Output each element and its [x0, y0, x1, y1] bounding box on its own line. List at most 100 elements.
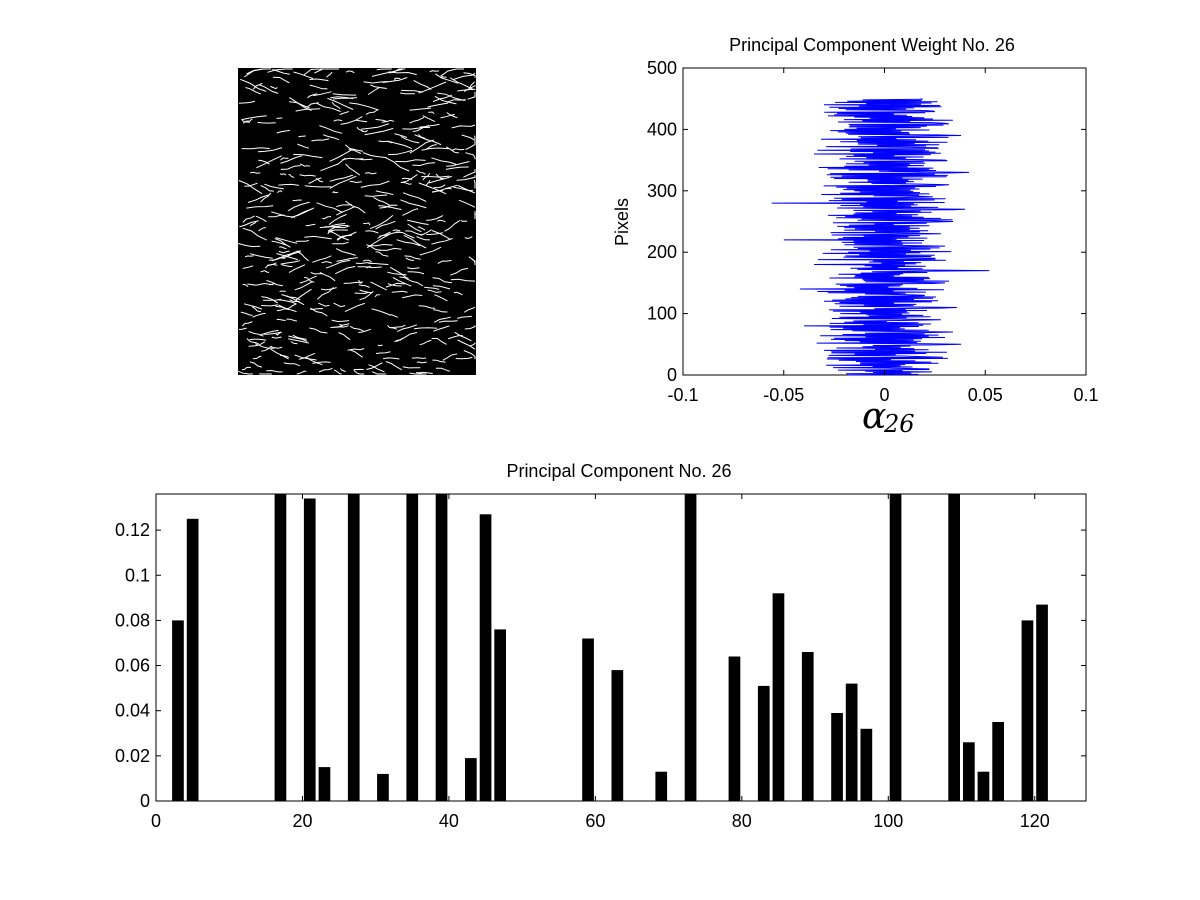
edge-line: [258, 227, 266, 232]
edge-line: [243, 303, 263, 310]
edge-line: [369, 243, 393, 247]
edge-line: [335, 266, 356, 275]
edge-line: [461, 134, 476, 143]
edge-line: [366, 362, 383, 370]
edge-line: [329, 175, 357, 189]
edge-line: [345, 70, 355, 74]
edge-line: [250, 221, 257, 227]
edge-line: [417, 371, 433, 375]
edge-line: [390, 324, 406, 329]
bar: [889, 494, 902, 801]
edge-line: [464, 325, 476, 330]
edge-line: [290, 341, 298, 345]
edge-line: [332, 93, 357, 96]
edge-line: [375, 190, 394, 196]
edge-line: [310, 272, 323, 275]
edge-line: [271, 240, 287, 246]
bar: [377, 773, 389, 801]
edge-line: [425, 144, 437, 150]
edge-line: [467, 92, 476, 100]
edge-line: [315, 177, 324, 183]
edge-line: [353, 369, 365, 375]
edge-line: [322, 216, 332, 220]
edge-line: [389, 266, 407, 278]
edge-line: [283, 362, 300, 367]
edge-line: [409, 116, 425, 124]
edge-line: [257, 147, 283, 153]
edge-line: [275, 237, 298, 244]
edge-line: [432, 285, 451, 290]
edge-line: [259, 329, 279, 336]
edge-line: [446, 161, 470, 167]
edge-line: [419, 123, 440, 128]
bar: [963, 742, 975, 801]
edge-line: [375, 118, 388, 123]
edge-line: [324, 224, 349, 228]
bar-y-tick-label: 0.02: [115, 746, 150, 766]
edge-line: [281, 264, 293, 267]
edge-line: [339, 111, 349, 116]
edge-line: [386, 205, 402, 210]
bar: [582, 638, 594, 801]
edge-line: [451, 148, 465, 151]
edge-line: [440, 113, 455, 119]
edge-line: [286, 318, 298, 322]
edge-line: [260, 192, 272, 203]
bar: [684, 494, 697, 801]
edge-line: [431, 157, 457, 165]
edge-line: [405, 257, 415, 261]
bar: [435, 494, 448, 801]
edge-line: [322, 134, 340, 141]
edge-line: [378, 247, 402, 251]
edge-line: [429, 70, 439, 73]
weight-chart-title: Principal Component Weight No. 26: [729, 35, 1015, 55]
edge-line: [315, 102, 341, 112]
weight-x-axis-label-main: α: [862, 396, 886, 437]
edge-line: [373, 196, 390, 206]
edge-line: [416, 236, 431, 241]
edge-line: [442, 353, 458, 361]
edge-line: [370, 215, 394, 230]
edge-line: [288, 264, 306, 274]
edge-line: [396, 332, 418, 342]
edge-line: [447, 99, 467, 103]
edge-line: [345, 200, 366, 214]
weight-y-tick-label: 0: [667, 365, 677, 385]
edge-line: [464, 236, 473, 240]
edge-line: [274, 238, 291, 248]
edge-line: [402, 192, 427, 202]
bar: [757, 685, 770, 801]
weight-x-tick-label: 0: [879, 385, 889, 405]
edge-line: [249, 338, 267, 341]
bar-y-tick-label: 0.04: [115, 701, 150, 721]
edge-line: [304, 235, 332, 240]
edge-line: [428, 111, 435, 115]
edge-line: [312, 255, 332, 263]
edge-line: [279, 246, 287, 250]
bar: [992, 722, 1004, 801]
edge-line: [242, 283, 249, 287]
edge-line: [303, 68, 331, 76]
edge-line: [288, 338, 310, 344]
edge-line: [358, 284, 370, 288]
edge-line: [358, 328, 372, 333]
edge-line: [389, 314, 398, 318]
edge-line: [400, 199, 427, 209]
bar: [948, 494, 960, 801]
edge-line: [359, 290, 374, 301]
edge-line: [360, 123, 390, 130]
edge-line: [375, 351, 391, 354]
edge-line: [371, 68, 403, 77]
edge-line: [328, 230, 350, 241]
edge-line: [318, 367, 333, 373]
edge-line: [270, 348, 289, 360]
edge-line: [340, 368, 346, 372]
edge-line: [406, 219, 429, 225]
edge-line: [385, 157, 410, 172]
edge-line: [457, 339, 476, 350]
edge-line: [279, 290, 286, 293]
edge-line: [409, 107, 432, 111]
edge-line: [241, 147, 270, 150]
bar: [186, 518, 199, 801]
